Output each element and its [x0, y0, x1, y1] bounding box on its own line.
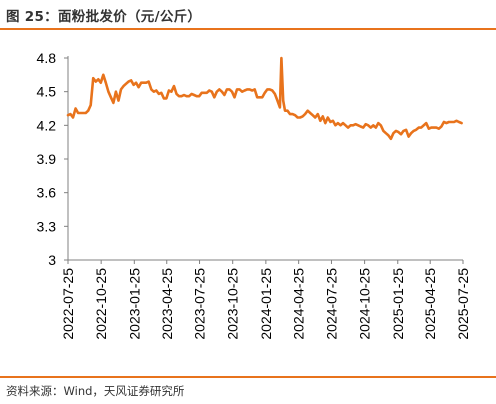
- x-tick-label: 2024-04-25: [291, 268, 307, 340]
- x-tick-label: 2023-10-25: [225, 268, 241, 340]
- chart-title: 图 25：面粉批发价（元/公斤）: [6, 9, 202, 25]
- y-tick-label: 3.6: [37, 185, 57, 201]
- x-tick-label: 2025-07-25: [455, 268, 471, 340]
- x-tick-label: 2022-10-25: [93, 268, 109, 340]
- y-tick-label: 4.5: [37, 84, 57, 100]
- x-tick-label: 2022-07-25: [60, 268, 76, 340]
- y-tick-label: 3.3: [37, 218, 57, 234]
- series-line: [66, 56, 463, 141]
- y-tick-label: 4.2: [37, 117, 57, 133]
- x-tick-label: 2024-10-25: [357, 268, 373, 340]
- plot-area: [66, 56, 463, 141]
- x-tick-label: 2025-04-25: [422, 268, 438, 340]
- x-tick-label: 2023-01-25: [126, 268, 142, 340]
- source-note: 资料来源：Wind，天风证券研究所: [6, 384, 185, 398]
- y-axis: 3 3.3 3.6 3.9 4.2 4.5 4.8: [37, 50, 69, 268]
- x-tick-label: 2024-07-25: [323, 268, 339, 340]
- x-tick-label: 2023-07-25: [192, 268, 208, 340]
- x-axis: 2022-07-25 2022-10-25 2023-01-25 2023-04-25…: [60, 259, 471, 340]
- y-tick-label: 4.8: [37, 50, 57, 66]
- x-tick-label: 2025-01-25: [390, 268, 406, 340]
- top-rule: [0, 28, 496, 30]
- y-tick-label: 3.9: [37, 151, 57, 167]
- x-tick-label: 2023-04-25: [159, 268, 175, 340]
- x-tick-label: 2024-01-25: [258, 268, 274, 340]
- y-tick-label: 3: [48, 252, 56, 268]
- bottom-rule: [0, 376, 496, 378]
